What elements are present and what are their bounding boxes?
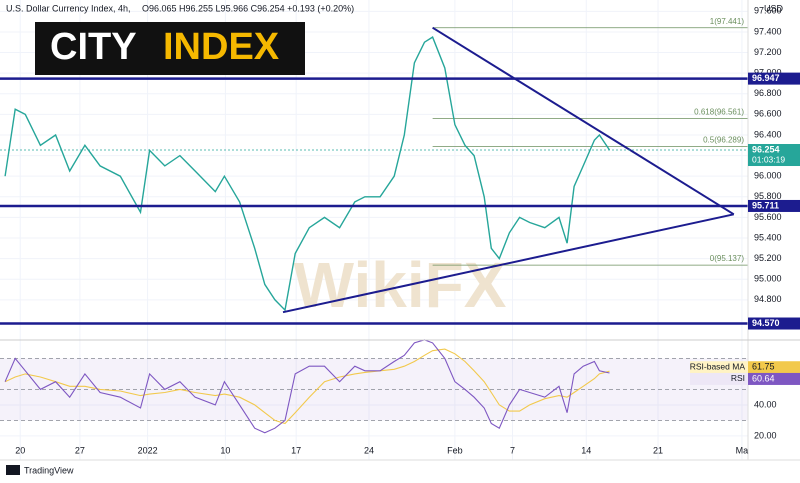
logo-word: INDEX [163, 26, 280, 68]
last-price-tag [748, 144, 800, 167]
level-label: 95.711 [752, 200, 779, 210]
rsi-value-tag [748, 372, 800, 385]
level-tag [748, 317, 800, 330]
y-tick-label: 97.000 [754, 68, 782, 78]
y-tick-label: 96.400 [754, 129, 782, 139]
fib-label: 1(97.441) [710, 17, 745, 26]
trendline [432, 26, 735, 216]
y-tick-label: 96.000 [754, 171, 782, 181]
ohlc: O96.065 H96.255 L95.966 C96.254 +0.193 (… [142, 3, 354, 13]
logo-word: CITY [50, 26, 137, 68]
y-tick-label: 96.800 [754, 88, 782, 98]
level-label: 96.947 [752, 73, 780, 83]
rsi-line [4, 348, 610, 425]
y-tick-label: 97.400 [754, 26, 782, 36]
rsi-value-tag [748, 361, 800, 374]
countdown: 01:03:19 [752, 154, 785, 164]
legend-label: RSI [731, 373, 745, 383]
x-tick-label: 20 [15, 445, 25, 455]
price-line [4, 36, 611, 312]
y-tick-label: 96.600 [754, 109, 782, 119]
legend-label: RSI-based MA [690, 361, 746, 371]
fib-label: 0.618(96.561) [694, 107, 744, 116]
plot-area: 1(97.441) 0.618(96.561) 0.5(96.289) 0(95.13… [0, 17, 748, 434]
legend-tag [690, 372, 748, 385]
y-tick-label: 95.000 [754, 274, 782, 284]
y-tick-label: 20.00 [754, 430, 777, 440]
level-tag [748, 199, 800, 212]
level-tag [748, 72, 800, 85]
footer: TradingView [24, 465, 74, 475]
x-tick-label: 27 [75, 445, 85, 455]
legend-tag [690, 361, 748, 374]
level-label: 94.570 [752, 318, 780, 328]
x-tick-label: 17 [291, 445, 301, 455]
x-tick-label: 10 [220, 445, 230, 455]
chart-title: U.S. Dollar Currency Index, 4h, [6, 3, 131, 13]
footer-logo [6, 465, 20, 475]
y-tick-label: 94.800 [754, 294, 782, 304]
rsi-line [4, 339, 610, 434]
x-tick-label: 2022 [138, 445, 158, 455]
y-tick-label: 95.600 [754, 212, 782, 222]
x-tick-label: 14 [581, 445, 591, 455]
currency: USD [764, 3, 784, 13]
y-tick-label: 95.800 [754, 191, 782, 201]
y-tick-label: 95.200 [754, 253, 782, 263]
x-tick-label: Feb [447, 445, 463, 455]
fib-label: 0(95.137) [710, 254, 745, 263]
x-tick-label: 21 [653, 445, 663, 455]
last-price-label: 96.254 [752, 144, 780, 154]
y-tick-label: 97.600 [754, 6, 782, 16]
x-tick-label: 24 [364, 445, 374, 455]
watermark: WikiFX [294, 249, 507, 321]
x-tick-label: 7 [510, 445, 515, 455]
y-tick-label: 97.200 [754, 47, 782, 57]
y-tick-label: 95.400 [754, 232, 782, 242]
fib-label: 0.5(96.289) [703, 136, 744, 145]
rsi-value-label: 60.64 [752, 373, 775, 383]
x-tick-label: Ma [736, 445, 749, 455]
rsi-value-label: 61.75 [752, 362, 775, 372]
logo-box [35, 22, 305, 75]
trendline [282, 213, 735, 314]
y-tick-label: 40.00 [754, 399, 777, 409]
